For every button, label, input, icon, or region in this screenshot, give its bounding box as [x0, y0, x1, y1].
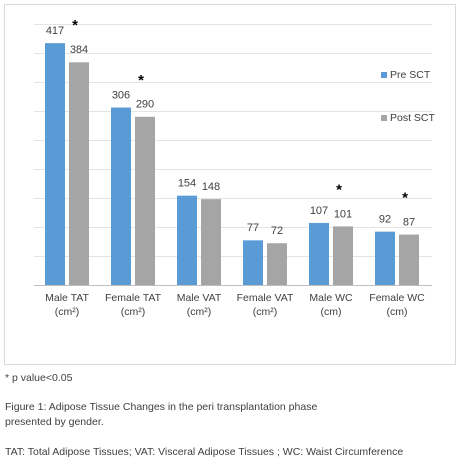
x-tick-label: Male WC (cm) — [309, 292, 353, 318]
bar — [333, 226, 353, 285]
legend-swatch — [381, 72, 387, 78]
bar — [45, 43, 65, 285]
data-label: 77 — [247, 222, 259, 234]
legend-swatch — [381, 115, 387, 121]
note: * p value<0.05 — [5, 372, 73, 384]
data-label: 87 — [403, 216, 415, 228]
bar — [201, 199, 221, 285]
data-label: 417 — [46, 25, 64, 37]
data-label: 306 — [112, 89, 130, 101]
legend-label: Pre SCT — [390, 69, 431, 81]
data-label: 92 — [379, 214, 391, 226]
bar — [135, 116, 155, 285]
significance-marker: * — [138, 72, 144, 89]
caption: Figure 1: Adipose Tissue Changes in the … — [5, 401, 318, 428]
x-tick-label: Female VAT (cm²) — [236, 292, 294, 318]
significance-marker: * — [72, 17, 78, 34]
bar — [399, 234, 419, 285]
legend-label: Post SCT — [390, 112, 436, 124]
bar — [309, 222, 329, 285]
data-label: 290 — [136, 99, 154, 111]
data-label: 107 — [310, 205, 328, 217]
data-label: 72 — [271, 225, 283, 237]
bar — [177, 195, 197, 285]
footnote: TAT: Total Adipose Tissues; VAT: Viscera… — [5, 446, 404, 458]
data-label: 101 — [334, 208, 352, 220]
data-label: 384 — [70, 44, 88, 56]
significance-marker: * — [402, 190, 408, 207]
chart-border — [4, 4, 456, 365]
x-tick-label: Male TAT (cm²) — [45, 292, 89, 318]
bar — [69, 62, 89, 285]
bar — [375, 231, 395, 285]
significance-marker: * — [336, 181, 342, 198]
data-label: 154 — [178, 178, 196, 190]
data-label: 148 — [202, 181, 220, 193]
x-tick-label: Male VAT (cm²) — [176, 292, 222, 318]
x-tick-label: Female TAT (cm²) — [104, 292, 161, 318]
bar — [267, 243, 287, 285]
x-tick-label: Female WC (cm) — [369, 292, 425, 318]
bar — [243, 240, 263, 285]
bar — [111, 107, 131, 286]
